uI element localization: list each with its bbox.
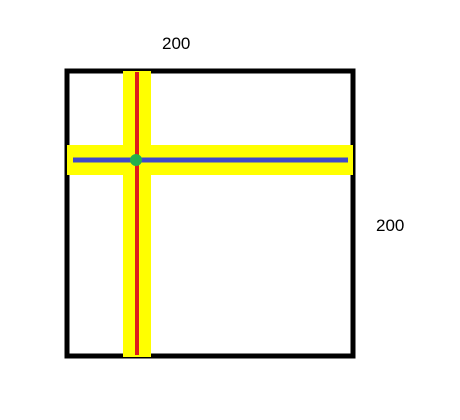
width-dimension-label: 200 bbox=[162, 34, 191, 53]
height-dimension-label: 200 bbox=[376, 216, 405, 235]
intersection-point bbox=[130, 154, 142, 166]
square-outline bbox=[64, 68, 356, 359]
